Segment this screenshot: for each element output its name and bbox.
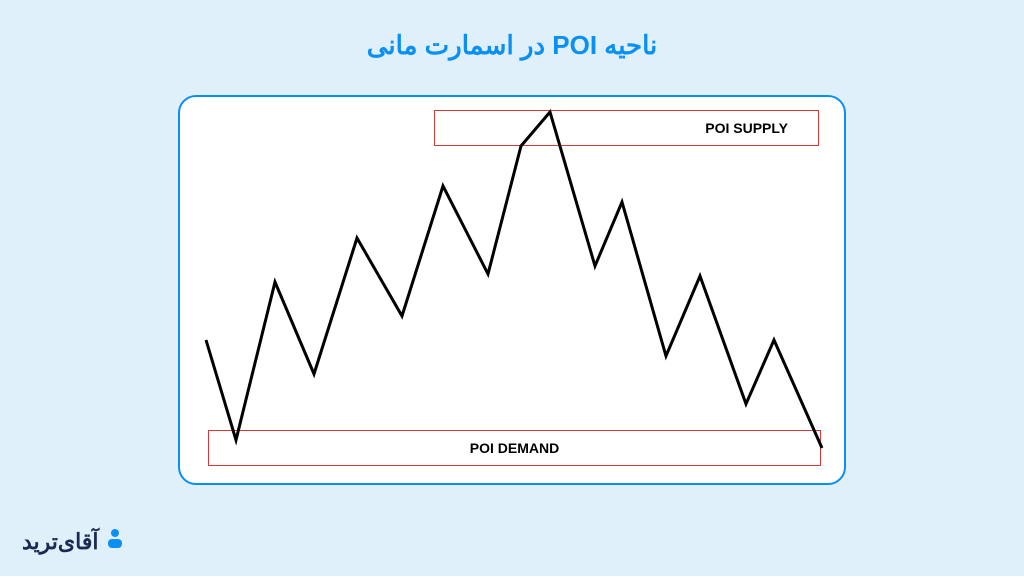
logo-text: آقای‌ترید xyxy=(22,529,98,555)
brand-logo: آقای‌ترید xyxy=(22,526,128,558)
chart-frame: POI SUPPLY POI DEMAND xyxy=(178,95,846,485)
price-line-chart xyxy=(2,2,1024,578)
logo-person-icon xyxy=(102,526,128,558)
page-root: ناحیه POI در اسمارت مانی POI SUPPLY POI … xyxy=(0,0,1024,576)
price-polyline xyxy=(206,112,822,448)
